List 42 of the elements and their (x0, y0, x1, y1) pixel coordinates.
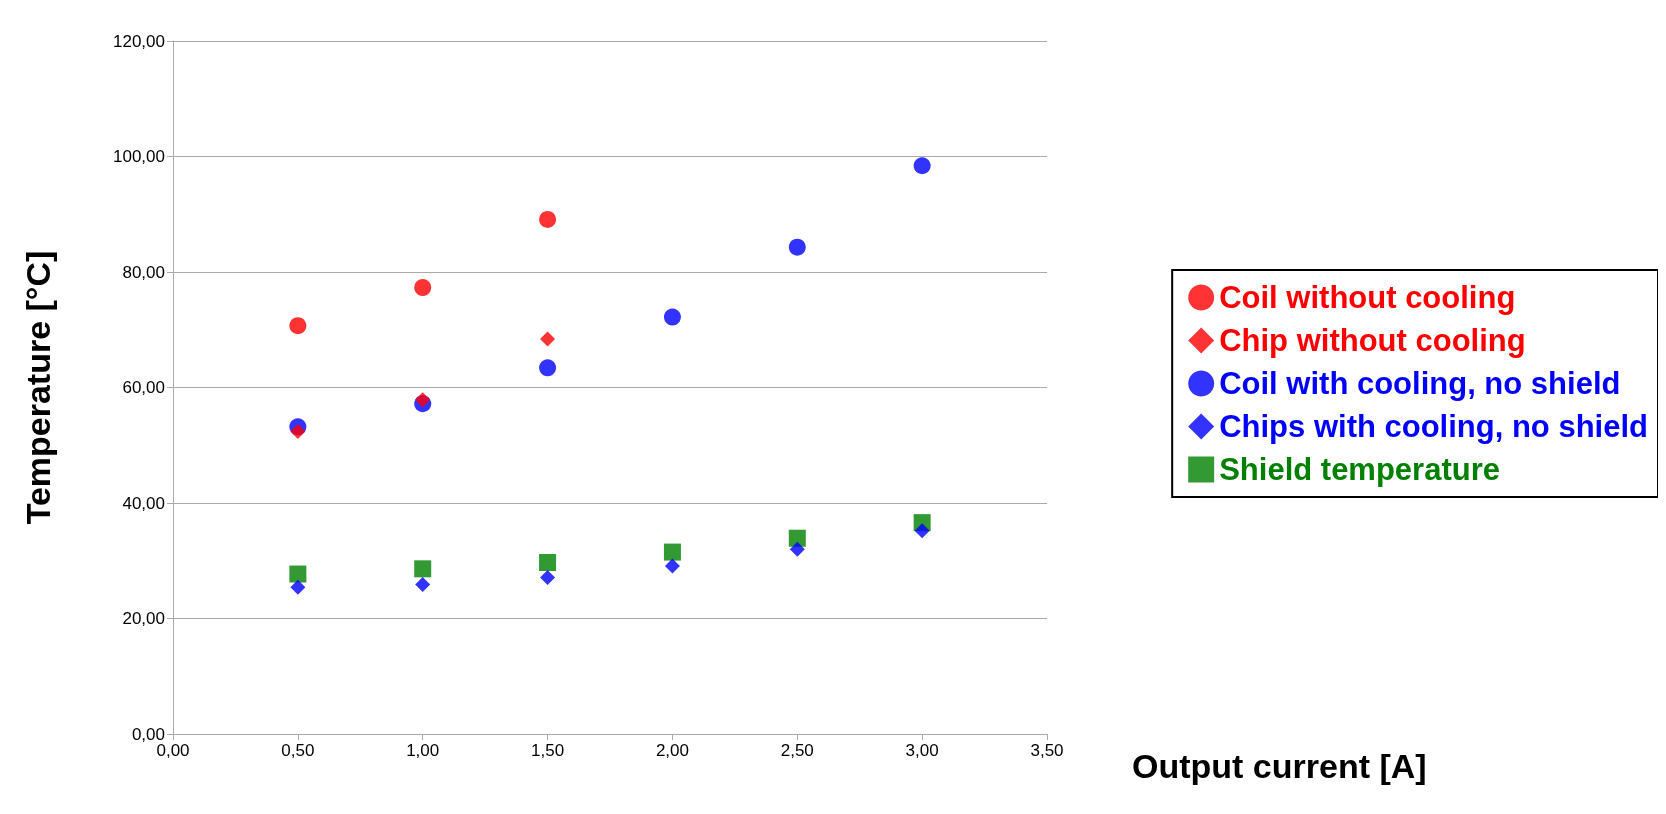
point (914, 523, 930, 539)
y-tick-label: 80,00 (122, 262, 165, 282)
x-tick-label: 0,50 (281, 741, 315, 760)
point (539, 553, 557, 571)
x-axis-title: Output current [A] (1132, 747, 1427, 785)
legend-label: Chip without cooling (1219, 323, 1526, 358)
x-tick-label: 3,50 (1030, 741, 1064, 760)
point (663, 308, 681, 326)
point (664, 558, 680, 574)
point (913, 157, 931, 175)
y-axis-title: Temperature [°C] (19, 250, 57, 525)
y-tick-label: 100,00 (113, 147, 165, 166)
point (788, 238, 806, 256)
x-tick-label: 0,00 (156, 741, 190, 760)
x-tick-label: 3,00 (905, 741, 939, 760)
point (539, 210, 557, 228)
point (414, 560, 432, 578)
legend-label: Coil with cooling, no shield (1219, 366, 1621, 401)
y-tick-label: 60,00 (122, 378, 165, 397)
legend-label: Chips with cooling, no shield (1219, 409, 1648, 444)
point (540, 331, 556, 347)
point (414, 279, 432, 297)
point (540, 570, 556, 585)
x-tick-label: 1,00 (406, 741, 440, 760)
y-tick-label: 20,00 (122, 609, 165, 628)
point (289, 565, 307, 583)
point (539, 359, 557, 377)
point (290, 423, 306, 439)
legend-label: Coil without cooling (1219, 280, 1516, 315)
y-tick-label: 120,00 (113, 31, 165, 51)
point (663, 543, 681, 561)
y-tick-label: 40,00 (122, 493, 165, 513)
legend-label: Shield temperature (1219, 452, 1500, 487)
x-tick-label: 1,50 (531, 741, 565, 760)
point (290, 579, 306, 595)
point (415, 576, 431, 592)
x-tick-label: 2,00 (655, 741, 689, 760)
y-tick-label: 0,00 (131, 724, 165, 744)
point (289, 317, 307, 335)
point (415, 392, 431, 408)
x-tick-label: 2,50 (780, 741, 814, 760)
point (789, 541, 805, 557)
